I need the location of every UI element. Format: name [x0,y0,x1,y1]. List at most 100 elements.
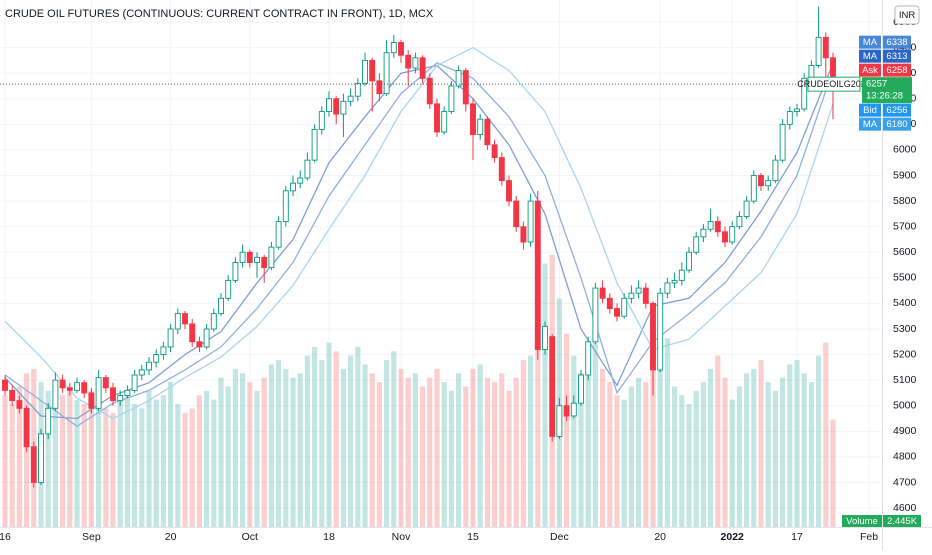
volume-value-box [883,515,921,527]
volume-bar [679,395,685,527]
volume-bar [211,399,217,527]
candle-body [38,433,44,483]
candle-body [549,336,556,437]
candle-body [246,251,253,263]
volume-bar [276,360,282,527]
price-label-name-box [859,63,881,77]
candle-body [167,328,174,348]
volume-bar [153,399,159,527]
volume-bar [571,355,577,527]
y-tick-label: 6000 [893,144,917,156]
candle-body [520,226,527,243]
candle-body [210,313,217,330]
price-label-value: 6338 [886,37,907,48]
volume-bar [816,355,822,527]
candle-body [786,111,793,125]
price-label-name-box [859,49,881,63]
candle-layer [2,6,836,488]
price-label-value: 6258 [886,65,907,76]
candle-body [794,108,800,112]
volume-bar [492,382,498,527]
candle-body [318,111,325,130]
volume-bar [232,368,238,527]
candle-body [354,82,361,97]
volume-bar [52,399,58,527]
volume-bar [765,382,771,527]
candle-body [664,282,671,294]
candle-body [66,387,73,391]
price-label-value-box [883,63,911,77]
currency-box[interactable] [894,5,920,25]
volume-bar [247,382,253,527]
volume-bar [787,364,793,527]
volume-bar [74,399,80,527]
candle-body [434,103,440,133]
volume-bar [729,399,735,527]
volume-bar [470,368,476,527]
ma-line [4,46,834,420]
volume-bar [9,404,15,527]
volume-bar [117,399,123,527]
volume-bar [607,382,613,527]
candle-body [671,279,678,284]
volume-bar [254,390,260,527]
x-tick-label: 20 [165,531,177,543]
countdown: 13:26:28 [866,91,903,102]
candle-body [110,387,116,402]
volume-bar [700,382,706,527]
price-label-value-box [883,35,911,49]
candle-body [815,36,822,66]
volume-bar [794,360,800,527]
candle-body [477,118,484,136]
volume-bar [88,390,94,527]
volume-value: 2.445K [887,516,918,527]
volume-bar [333,351,339,527]
candle-body [95,377,102,409]
volume-bar [196,395,202,527]
price-label-value-box [862,77,912,104]
volume-bar [60,395,66,527]
candle-body [462,70,469,105]
candle-body [196,341,203,348]
volume-bar [528,355,534,527]
candle-body [282,190,289,222]
candle-body [678,269,685,281]
candle-body [779,123,786,161]
volume-bar [621,399,627,527]
candle-body [822,36,829,59]
candle-body [722,231,728,243]
candle-body [491,144,498,159]
volume-bar [319,360,325,527]
volume-bar [535,281,541,527]
y-tick-label: 5400 [893,297,917,309]
candle-body [801,77,808,110]
candle-body [2,379,8,391]
candle-body [297,177,304,184]
grid [0,0,882,527]
price-label-name: Ask [862,65,878,76]
volume-bar [218,377,224,527]
candle-body [225,279,232,299]
x-tick-label: 17 [791,531,803,543]
volume-bar [722,377,728,527]
candle-body [808,65,815,79]
candle-body [398,42,404,56]
candle-body [455,70,462,87]
volume-bar [823,342,829,527]
volume-name: Volume [846,516,878,527]
y-tick-label: 5800 [893,195,917,207]
chart-title: CRUDE OIL FUTURES (CONTINUOUS: CURRENT C… [5,8,434,20]
candle-body [16,400,23,409]
candle-body [441,111,448,133]
candle-body [635,287,642,294]
candle-body [160,346,167,356]
volume-bar [636,377,642,527]
candle-body [218,297,224,315]
candle-body [470,103,476,136]
volume-bar [672,386,678,527]
candle-body [707,221,714,230]
volume-bar [628,386,634,527]
candle-body [448,85,455,112]
